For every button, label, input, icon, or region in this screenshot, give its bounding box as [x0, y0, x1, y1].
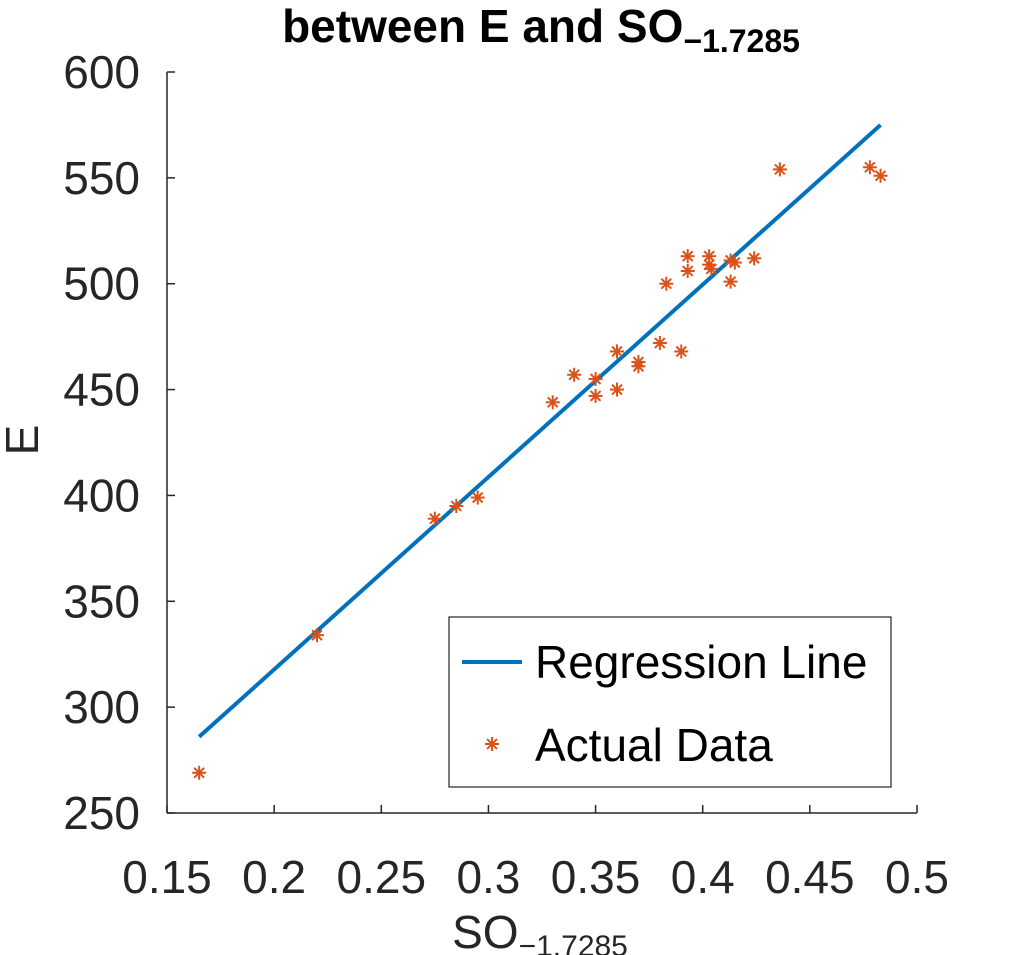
data-point [727, 255, 742, 270]
data-point [680, 264, 695, 279]
x-tick-label: 0.2 [242, 851, 306, 903]
chart-title-subscript: −1.7285 [683, 23, 800, 59]
x-tick-label: 0.25 [337, 851, 427, 903]
data-point [704, 261, 719, 276]
y-tick-label: 400 [63, 469, 140, 521]
data-point [631, 359, 646, 374]
tick-labels: 0.15 0.2 0.25 0.3 0.35 0.4 0.45 0.5 250 300 350 400… [63, 46, 949, 903]
data-point [610, 382, 624, 397]
data-point [588, 371, 603, 386]
y-tick-label: 350 [63, 575, 140, 627]
chart-title: between E and SO−1.7285 [282, 0, 800, 59]
data-point [747, 251, 762, 266]
axes [166, 72, 917, 814]
y-tick-label: 250 [63, 787, 140, 839]
data-point [873, 168, 888, 183]
data-point [427, 511, 442, 526]
data-point [680, 249, 695, 264]
plot-area [192, 123, 888, 780]
y-tick-label: 450 [63, 364, 140, 416]
data-point [545, 395, 560, 410]
x-tick-label: 0.15 [122, 851, 212, 903]
data-point [652, 335, 667, 350]
data-point [659, 276, 674, 291]
x-tick-label: 0.45 [765, 851, 855, 903]
y-tick-label: 500 [63, 258, 140, 310]
y-axis-label: E [0, 425, 48, 456]
data-point [310, 628, 324, 643]
data-point [862, 160, 877, 175]
legend-asterisk [485, 737, 499, 751]
data-point [192, 765, 207, 780]
y-tick-label: 600 [63, 46, 140, 98]
data-point [470, 490, 485, 505]
data-point [567, 367, 582, 382]
x-tick-label: 0.4 [671, 851, 735, 903]
data-point [674, 344, 689, 359]
chart-title-main: between E and SO [282, 0, 683, 52]
data-point [588, 388, 603, 403]
x-axis-label-main: SO [452, 906, 518, 955]
x-axis-label: SO−1.7285 [452, 906, 628, 955]
data-point [772, 162, 787, 177]
legend-label-actual: Actual Data [535, 719, 773, 771]
y-tick-label: 300 [63, 681, 140, 733]
data-point [449, 499, 464, 514]
data-point [723, 274, 738, 289]
x-axis-label-subscript: −1.7285 [519, 930, 628, 955]
legend-box [448, 616, 892, 788]
legend-label-regression: Regression Line [535, 636, 867, 688]
legend-asterisk-swatch [485, 737, 499, 751]
x-tick-label: 0.35 [551, 851, 641, 903]
y-tick-label: 550 [63, 152, 140, 204]
data-point [610, 344, 624, 359]
legend: Regression Line Actual Data [448, 616, 892, 788]
ticks [166, 71, 918, 814]
x-tick-label: 0.5 [885, 851, 949, 903]
x-tick-label: 0.3 [456, 851, 520, 903]
